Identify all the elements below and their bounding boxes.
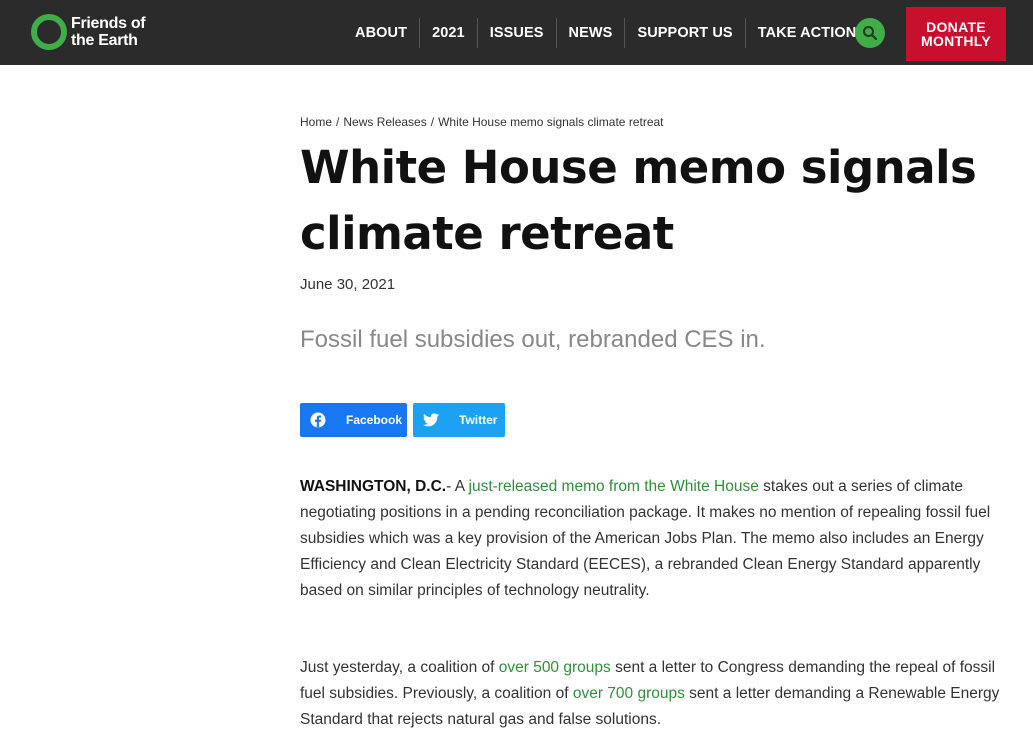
- nav-about[interactable]: ABOUT: [355, 24, 408, 41]
- logo-ring-icon: [31, 14, 67, 50]
- breadcrumb-current: White House memo signals climate retreat: [438, 115, 664, 129]
- page-title: White House memo signals climate retreat: [300, 141, 977, 260]
- site-header: Friends of the Earth ABOUT 2021 ISSUES N…: [0, 0, 1033, 65]
- donate-line-2: MONTHLY: [920, 33, 992, 49]
- breadcrumb-home[interactable]: Home: [300, 115, 333, 129]
- donate-line-1: DONATE: [926, 19, 986, 35]
- breadcrumb-separator: /: [430, 115, 435, 129]
- paragraph-text: stakes out a series of climate negotiati…: [300, 478, 991, 599]
- over-700-groups-link[interactable]: over 700 groups: [572, 685, 685, 702]
- logo-line-2: the Earth: [71, 32, 138, 49]
- nav-2021[interactable]: 2021: [419, 17, 477, 48]
- paragraph-text: Just yesterday, a coalition of: [300, 659, 499, 676]
- search-button[interactable]: [855, 18, 885, 48]
- share-buttons: Facebook Twitter: [300, 403, 505, 437]
- nav-support-us[interactable]: SUPPORT US: [624, 17, 744, 48]
- paragraph-text: - A: [446, 478, 469, 495]
- memo-link[interactable]: just-released memo from the White House: [468, 478, 759, 495]
- nav-take-action[interactable]: TAKE ACTION: [744, 17, 869, 48]
- breadcrumb-separator: /: [336, 115, 340, 129]
- site-logo[interactable]: Friends of the Earth: [31, 14, 146, 50]
- breadcrumb-news-releases[interactable]: News Releases: [343, 115, 427, 129]
- share-facebook-label: Facebook: [346, 413, 403, 427]
- nav-news[interactable]: NEWS: [555, 17, 625, 48]
- nav-issues[interactable]: ISSUES: [476, 17, 556, 48]
- article-paragraph-1: WASHINGTON, D.C.- A just-released memo f…: [300, 474, 1005, 604]
- over-500-groups-link[interactable]: over 500 groups: [498, 659, 611, 676]
- dateline: WASHINGTON, D.C.: [300, 478, 447, 495]
- breadcrumb: Home / News Releases / White House memo sign…: [300, 115, 664, 129]
- main-nav: ABOUT 2021 ISSUES NEWS SUPPORT US TAKE A…: [343, 0, 868, 65]
- share-facebook-button[interactable]: Facebook: [300, 403, 407, 437]
- logo-text: Friends of the Earth: [71, 15, 146, 49]
- paragraph-text: sent a letter to Congress demanding the …: [300, 659, 996, 702]
- article-subtitle: Fossil fuel subsidies out, rebranded CES…: [300, 326, 766, 353]
- share-twitter-button[interactable]: Twitter: [413, 403, 505, 437]
- logo-line-1: Friends of: [71, 15, 146, 32]
- article-paragraph-2: Just yesterday, a coalition of over 500 …: [300, 655, 1005, 733]
- publish-date: June 30, 2021: [300, 276, 396, 293]
- donate-monthly-button[interactable]: DONATE MONTHLY: [906, 7, 1006, 61]
- twitter-icon: [423, 412, 439, 428]
- facebook-icon: [310, 412, 326, 428]
- share-twitter-label: Twitter: [459, 413, 498, 427]
- paragraph-text: sent a letter demanding a Renewable Ener…: [300, 685, 1000, 728]
- search-icon: [863, 26, 878, 41]
